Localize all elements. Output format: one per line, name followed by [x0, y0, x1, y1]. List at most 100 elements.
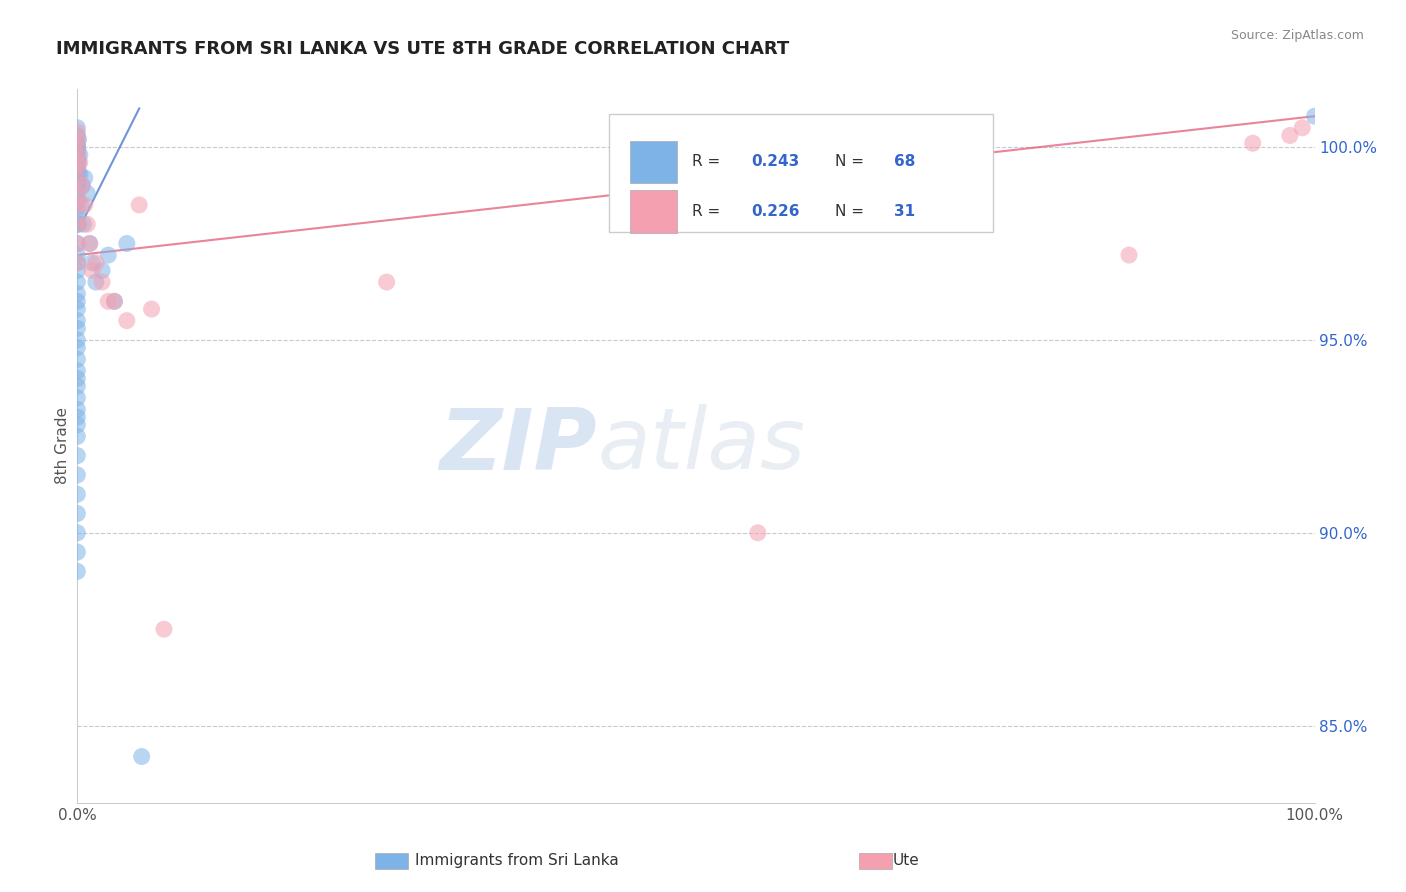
Point [66, 301, 89, 316]
Point [66, 294, 89, 309]
Point [66, 159, 89, 173]
Point [66, 178, 89, 193]
Point [82, 263, 104, 277]
Point [66, 217, 89, 231]
Point [66, 140, 89, 154]
Point [66, 402, 89, 417]
Point [66, 148, 89, 162]
Point [103, 294, 125, 309]
Text: Immigrants from Sri Lanka: Immigrants from Sri Lanka [415, 854, 619, 868]
Point [66, 429, 89, 443]
Point [66, 217, 89, 231]
Point [1118, 248, 1140, 262]
Point [66, 487, 89, 501]
Point [66, 167, 89, 181]
Point [66, 333, 89, 347]
Point [66, 132, 89, 146]
Point [76, 217, 98, 231]
Point [1241, 136, 1264, 151]
Point [66, 236, 89, 251]
Point [66, 379, 89, 393]
Point [115, 236, 138, 251]
Text: R =: R = [692, 154, 725, 169]
Point [66, 186, 89, 201]
Point [66, 313, 89, 327]
Point [66, 128, 89, 143]
Point [66, 144, 89, 158]
Point [115, 313, 138, 327]
Point [66, 186, 89, 201]
Point [66, 371, 89, 385]
Point [128, 198, 150, 212]
Text: 31: 31 [894, 204, 915, 219]
Point [66, 545, 89, 559]
FancyBboxPatch shape [609, 114, 993, 232]
Point [747, 525, 769, 540]
Point [69, 155, 91, 169]
Point [66, 525, 89, 540]
Point [66, 136, 89, 151]
Point [73, 170, 96, 185]
Point [69, 148, 91, 162]
Point [84, 275, 107, 289]
Point [66, 275, 89, 289]
Y-axis label: 8th Grade: 8th Grade [55, 408, 70, 484]
Text: atlas: atlas [598, 404, 806, 488]
Point [66, 198, 89, 212]
Point [97, 294, 120, 309]
Point [66, 140, 89, 154]
Point [73, 198, 96, 212]
Point [66, 210, 89, 224]
Point [1303, 109, 1326, 123]
Point [66, 170, 89, 185]
Point [76, 186, 98, 201]
Point [66, 263, 89, 277]
Point [66, 248, 89, 262]
Text: N =: N = [835, 204, 869, 219]
Bar [630, 141, 678, 184]
Point [66, 159, 89, 173]
Bar [375, 853, 408, 869]
Point [66, 467, 89, 482]
Text: N =: N = [835, 154, 869, 169]
Point [66, 148, 89, 162]
Point [153, 622, 176, 636]
Point [91, 263, 114, 277]
Point [66, 140, 89, 154]
Point [66, 256, 89, 270]
Bar [859, 853, 891, 869]
Point [1278, 128, 1301, 143]
Point [66, 286, 89, 301]
Point [66, 152, 89, 166]
Point [67, 132, 90, 146]
Point [66, 202, 89, 216]
Point [66, 155, 89, 169]
Point [66, 170, 89, 185]
Point [67, 155, 90, 169]
Point [91, 275, 114, 289]
Point [66, 163, 89, 178]
Point [72, 178, 94, 193]
Text: Source: ZipAtlas.com: Source: ZipAtlas.com [1230, 29, 1364, 42]
Point [70, 198, 93, 212]
Point [66, 120, 89, 135]
Point [66, 391, 89, 405]
Point [66, 364, 89, 378]
Point [141, 301, 163, 316]
Text: 0.226: 0.226 [752, 204, 800, 219]
Point [103, 294, 125, 309]
Text: 0.243: 0.243 [752, 154, 800, 169]
Point [66, 321, 89, 335]
Point [66, 410, 89, 425]
Text: ZIP: ZIP [439, 404, 598, 488]
Point [82, 256, 104, 270]
Point [131, 749, 153, 764]
Point [66, 565, 89, 579]
Point [79, 236, 101, 251]
Point [66, 194, 89, 208]
Point [66, 236, 89, 251]
Point [72, 217, 94, 231]
Point [66, 341, 89, 355]
Point [69, 167, 91, 181]
Point [66, 140, 89, 154]
